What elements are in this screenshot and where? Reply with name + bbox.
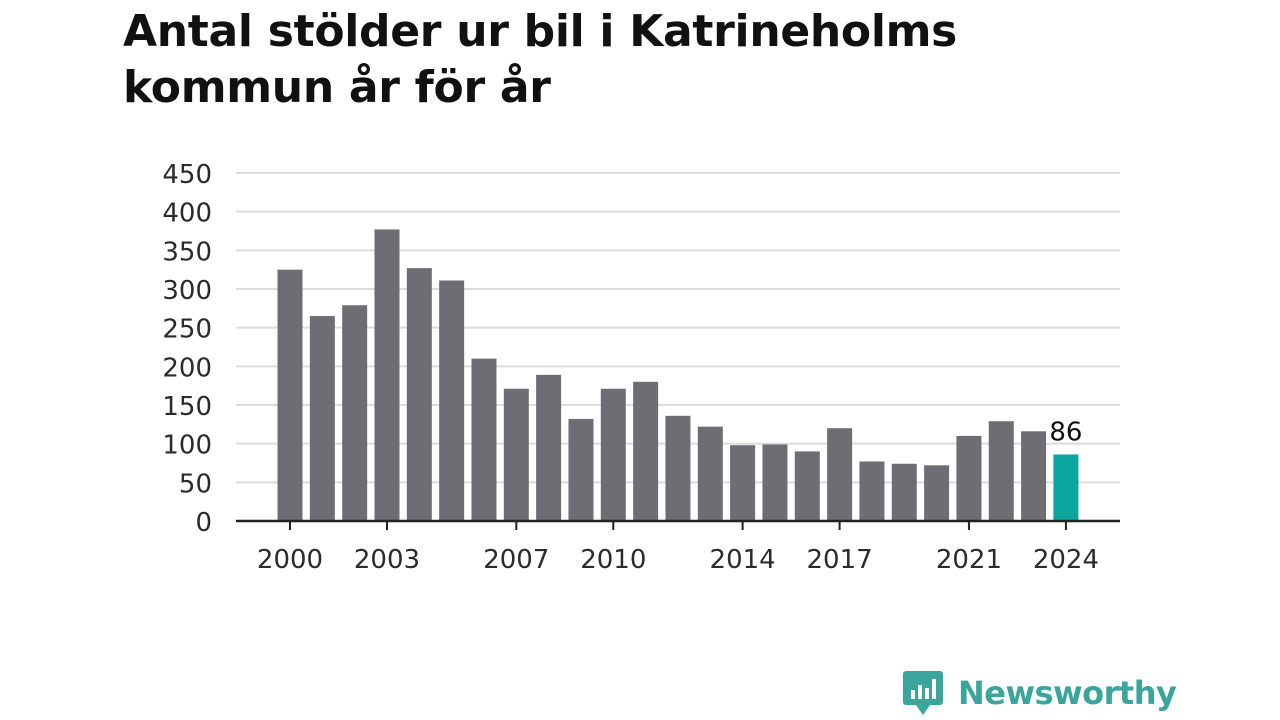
bar [697, 426, 723, 521]
bar [859, 461, 885, 521]
bar [762, 444, 788, 521]
newsworthy-chat-chart-icon [903, 671, 943, 715]
data-label: 86 [1049, 417, 1082, 447]
bar [891, 463, 917, 521]
bar [439, 280, 465, 521]
bar [794, 451, 820, 521]
y-tick-label: 150 [162, 392, 212, 422]
y-tick-label: 300 [162, 276, 212, 306]
x-tick-label: 2024 [1033, 545, 1099, 575]
bar [536, 374, 562, 521]
bars [277, 229, 1079, 521]
y-tick-label: 50 [179, 469, 212, 499]
x-tick-label: 2007 [483, 545, 549, 575]
y-axis-tick-labels: 0 50 100 150 200 250 300 350 400 450 [162, 160, 212, 538]
logo-text: Newsworthy [958, 674, 1177, 712]
y-tick-label: 400 [162, 199, 212, 229]
bar [827, 428, 853, 521]
bar [277, 269, 303, 521]
y-tick-label: 0 [195, 508, 212, 538]
y-tick-label: 100 [162, 431, 212, 461]
bar [568, 418, 594, 521]
x-tick-label: 2003 [354, 545, 420, 575]
chart-title: Antal stölder ur bil i Katrineholms komm… [123, 6, 958, 113]
bar [374, 229, 400, 521]
x-tick-label: 2010 [580, 545, 646, 575]
y-tick-label: 350 [162, 237, 212, 267]
x-tick-label: 2017 [807, 545, 873, 575]
bar-highlight [1053, 454, 1079, 521]
bar [600, 388, 626, 521]
bar [309, 316, 335, 521]
bar [1021, 431, 1047, 521]
bar [633, 381, 659, 521]
newsworthy-logo: Newsworthy [902, 670, 1177, 716]
bar [924, 465, 950, 521]
bar [342, 305, 368, 521]
bar [730, 445, 756, 521]
y-tick-label: 450 [162, 160, 212, 190]
x-tick-label: 2014 [710, 545, 776, 575]
bar [406, 268, 432, 521]
y-tick-label: 250 [162, 315, 212, 345]
bar [503, 388, 529, 521]
bar [988, 421, 1014, 521]
x-axis-ticks: 2000 2003 2007 2010 2014 2017 2021 2024 [257, 521, 1099, 575]
bar [665, 415, 691, 521]
bar [471, 358, 497, 521]
bar-chart: 0 50 100 150 200 250 300 350 400 450 2000 2003 2007… [162, 160, 1120, 575]
x-tick-label: 2021 [936, 545, 1002, 575]
y-tick-label: 200 [162, 353, 212, 383]
x-tick-label: 2000 [257, 545, 323, 575]
data-labels: 86 [1049, 417, 1082, 447]
bar [956, 435, 982, 521]
